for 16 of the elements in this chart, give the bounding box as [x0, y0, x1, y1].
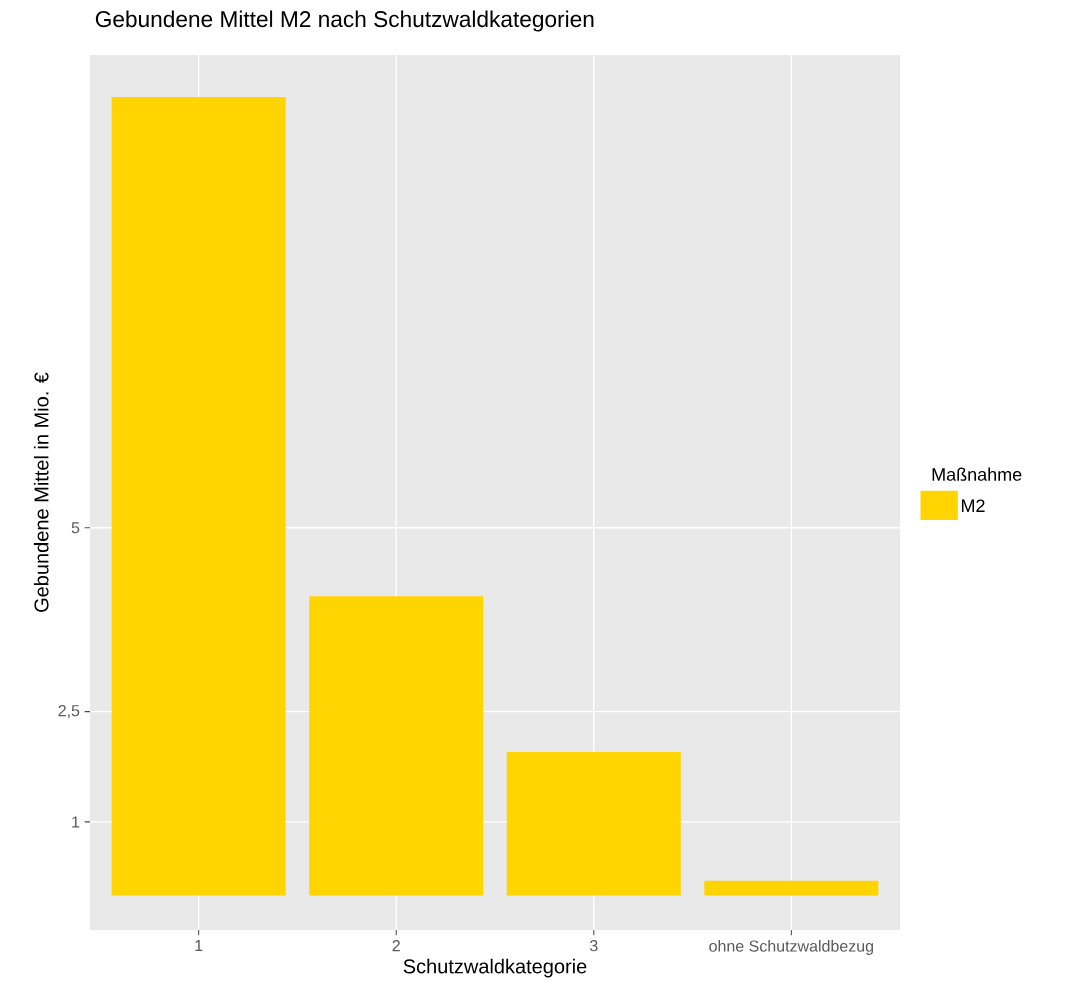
bar — [506, 752, 681, 896]
legend-label: M2 — [961, 499, 985, 512]
legend-title: Maßnahme — [932, 467, 1022, 481]
x-tick-label: ohne Schutzwaldbezug — [709, 940, 873, 955]
x-tick-label: 1 — [195, 940, 203, 952]
y-tick-label: 5 — [71, 522, 80, 534]
x-axis-title: Schutzwaldkategorie — [403, 958, 587, 978]
y-tick-label: 2,5 — [58, 705, 80, 719]
bar — [111, 96, 286, 896]
bar — [309, 596, 484, 896]
chart-title: Gebundene Mittel M2 nach Schutzwaldkategorien — [95, 10, 594, 32]
bar — [704, 880, 879, 896]
y-tick-label: 1 — [72, 816, 80, 828]
x-tick-label: 3 — [589, 940, 598, 952]
y-axis-title: Gebundene Mittel in Mio. € — [33, 372, 49, 612]
x-tick-label: 2 — [392, 940, 400, 952]
